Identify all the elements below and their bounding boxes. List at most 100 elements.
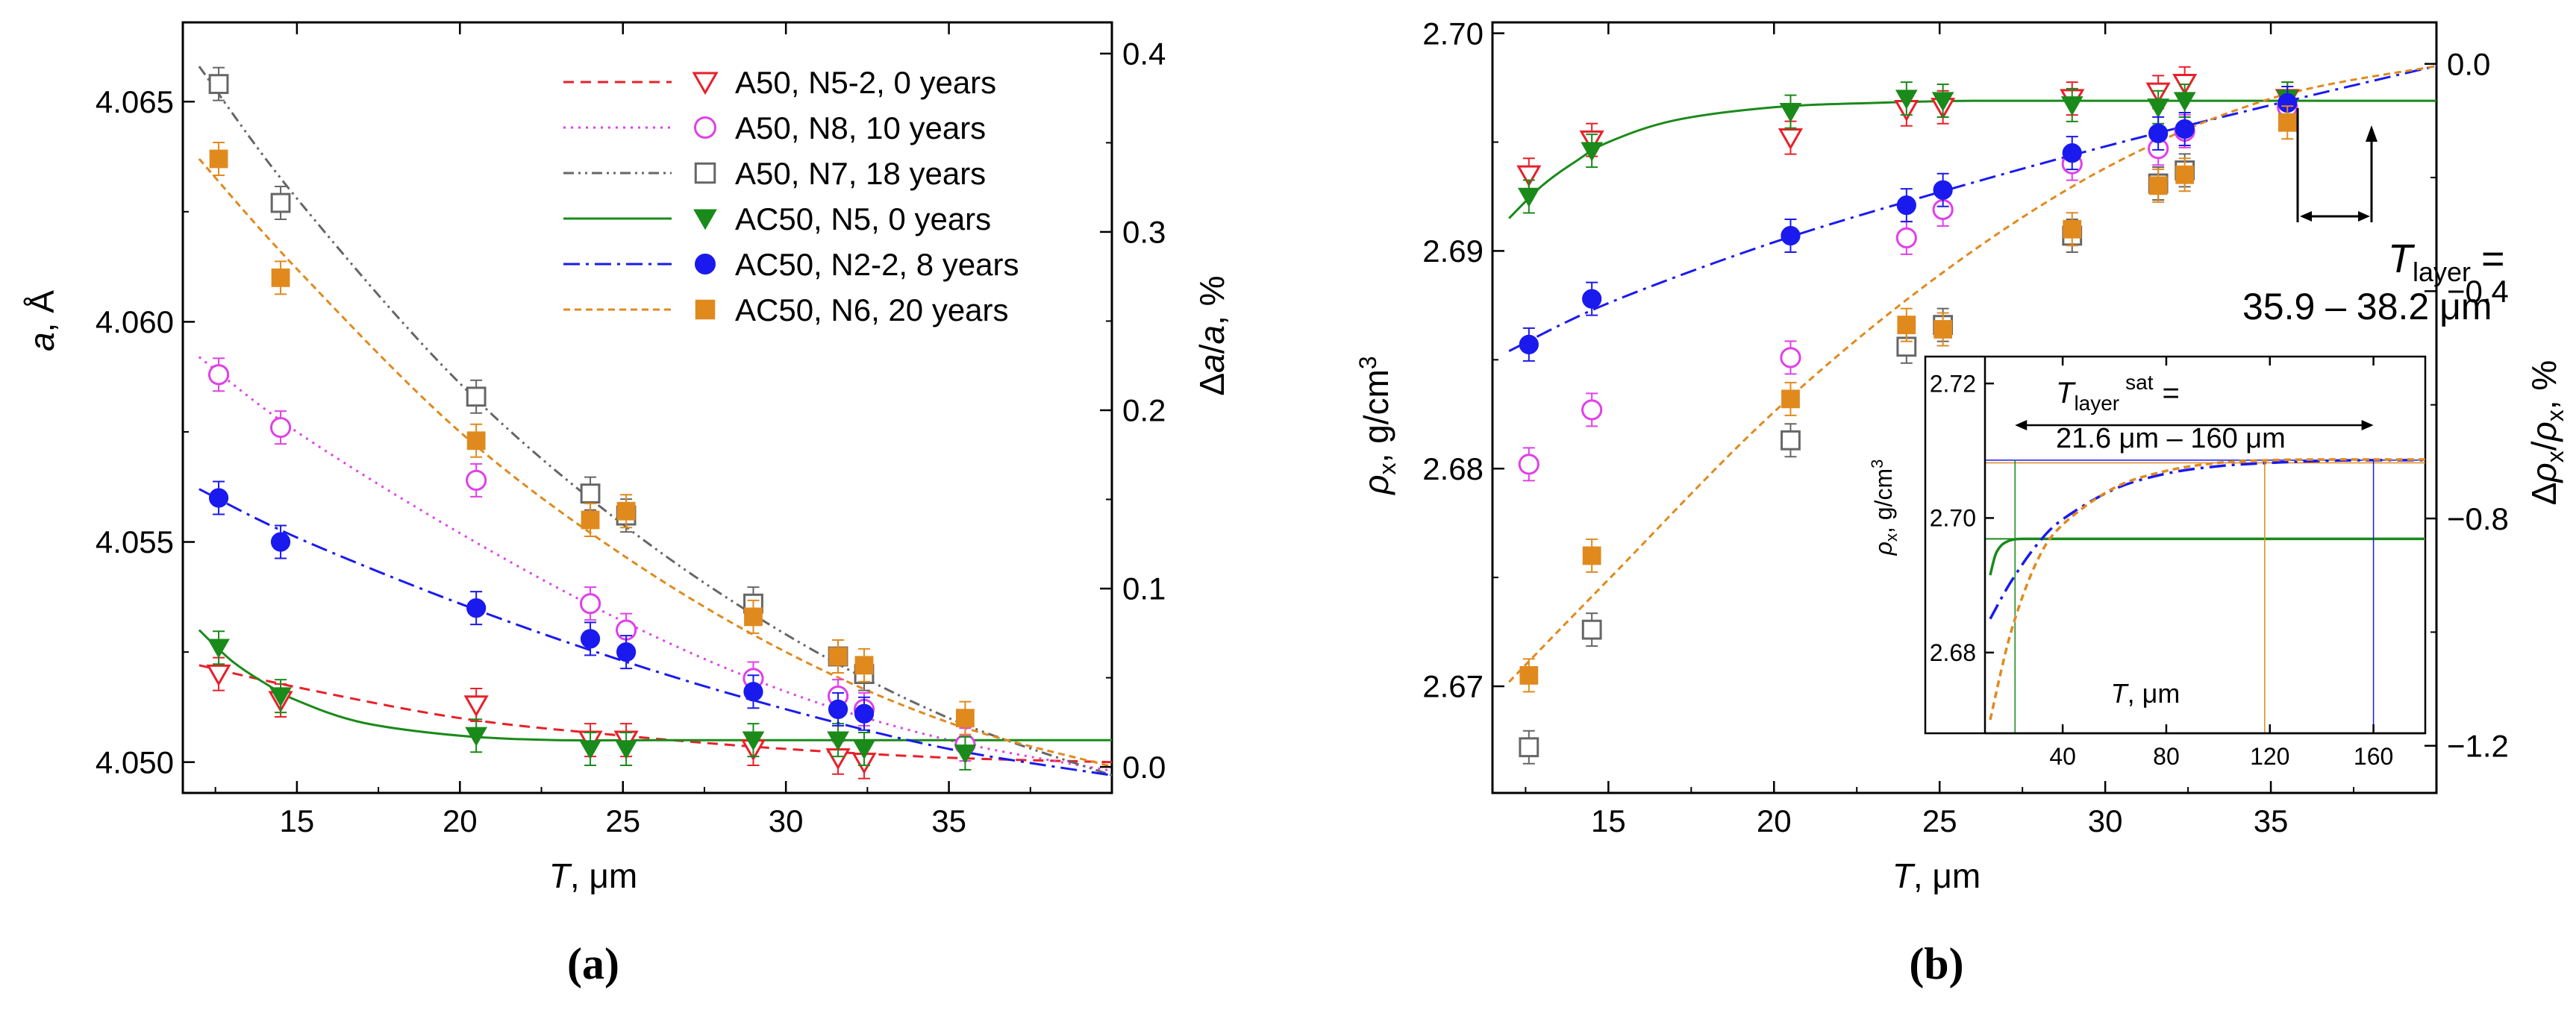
data-point <box>206 664 231 686</box>
panel-b-x-axis-label: T, μm <box>1892 856 1981 895</box>
inset-curve <box>1989 537 2425 576</box>
panel-b: 15 20 25 30 35 2.67 2.68 2.69 2.70 −1.2 −0.8 −0.4… <box>1354 16 2569 988</box>
y-tick-label: 2.72 <box>1930 370 1976 397</box>
data-point <box>827 731 849 751</box>
panel-a-y-axis-right: 0.0 0.1 0.2 0.3 0.4 <box>1100 37 1166 785</box>
panel-b-y2-axis-label: Δρx/ρx, % <box>2525 360 2569 506</box>
y-tick-label: 4.055 <box>96 524 174 559</box>
data-point <box>465 727 488 747</box>
inset-y-axis: 2.68 2.70 2.72 <box>1930 370 1994 666</box>
x-tick-label: 20 <box>1757 803 1792 838</box>
data-point <box>742 731 765 751</box>
panel-a-x-axis-label: T, μm <box>549 856 638 895</box>
x-tick-label: 20 <box>443 803 478 838</box>
y-tick-label: 2.69 <box>1422 233 1484 269</box>
y-tick-label: 4.050 <box>96 744 174 780</box>
panel-b-y-axis-right: −1.2 −0.8 −0.4 0.0 <box>2425 46 2509 763</box>
data-point <box>828 699 848 719</box>
x-tick-label: 15 <box>280 803 315 838</box>
data-point <box>1582 289 1602 309</box>
data-point <box>466 469 487 491</box>
data-point <box>2147 98 2170 119</box>
y-tick-label: 0.2 <box>1122 393 1166 428</box>
fit-line <box>198 66 1113 777</box>
legend-marker <box>694 116 716 139</box>
data-point <box>854 656 874 675</box>
legend-marker <box>693 209 717 230</box>
data-point <box>744 607 763 627</box>
data-point <box>1781 430 1801 451</box>
data-point <box>463 695 489 718</box>
panel-a-y2-axis-label: Δa/a, % <box>1192 275 1231 395</box>
data-point <box>616 642 637 662</box>
fit-line <box>1508 99 2436 219</box>
data-point <box>1517 187 1540 207</box>
inset-x-axis: 40 80 120 160 <box>2049 357 2393 770</box>
data-point <box>1780 347 1801 368</box>
data-point <box>854 703 875 724</box>
legend-label: A50, N5-2, 0 years <box>735 65 996 100</box>
fit-line <box>1508 64 2437 683</box>
data-point <box>1519 737 1539 758</box>
x-tick-label: 120 <box>2250 743 2289 770</box>
panel-a-x-axis: 15 20 25 30 35 <box>214 22 1031 838</box>
data-point <box>208 74 229 95</box>
x-tick-label: 30 <box>769 803 804 838</box>
data-point <box>1897 316 1916 335</box>
panel-a-legend: A50, N5-2, 0 years A50, N8, 10 years A50, … <box>563 65 1019 327</box>
data-point <box>270 192 291 213</box>
data-point <box>954 744 977 765</box>
data-point <box>1896 195 1916 216</box>
y-tick-label: 0.4 <box>1122 37 1166 72</box>
data-point <box>207 364 230 386</box>
fit-line <box>198 629 1112 742</box>
data-point <box>828 647 848 666</box>
inset-background <box>1924 355 2427 735</box>
data-point <box>466 431 486 451</box>
panel-b-plot-frame <box>1491 21 2438 794</box>
data-point <box>580 483 601 504</box>
data-point <box>580 629 601 649</box>
inset-curves <box>1983 357 2426 735</box>
panel-b-y-axis-label: ρx, g/cm3 <box>1354 356 1401 495</box>
data-point <box>209 149 228 169</box>
y-tick-label: 4.065 <box>96 84 174 119</box>
y-tick-label: 0.3 <box>1122 215 1166 250</box>
inset-x-axis-label: T, μm <box>2111 678 2180 709</box>
data-point <box>1781 225 1801 246</box>
data-point <box>579 740 601 760</box>
y-tick-label: 0.0 <box>2447 46 2490 81</box>
panel-a-plot-frame <box>181 21 1113 794</box>
y-tick-label: −1.2 <box>2447 728 2509 763</box>
inset-tsat-value: 21.6 μm – 160 μm <box>2056 423 2286 454</box>
data-point <box>2148 176 2168 195</box>
data-point <box>1519 334 1539 354</box>
inset-sat-arrow-right-head <box>2361 420 2374 430</box>
data-point <box>207 639 230 659</box>
legend-label: AC50, N2-2, 8 years <box>735 247 1019 282</box>
panel-a-y-axis-left: 4.050 4.055 4.060 4.065 <box>96 84 195 780</box>
tlayer-value: 35.9 – 38.2 μm <box>2242 286 2492 327</box>
data-point <box>581 510 600 530</box>
y-tick-label: 2.67 <box>1422 669 1484 704</box>
tlayer-arrow-up-head <box>2366 125 2378 142</box>
data-point <box>270 532 291 552</box>
data-point <box>1518 454 1539 475</box>
tlayer-arrow-left-head <box>2300 211 2312 222</box>
data-point <box>466 386 487 407</box>
data-point <box>1781 389 1800 409</box>
legend-marker <box>695 299 716 320</box>
x-tick-label: 40 <box>2049 743 2076 770</box>
data-point <box>2062 142 2082 163</box>
panel-a-label: (a) <box>567 939 619 988</box>
y-tick-label: 2.70 <box>1422 16 1484 51</box>
data-point <box>615 740 637 760</box>
data-point <box>2175 165 2195 184</box>
data-point <box>2148 123 2169 143</box>
inset-y-axis-label: ρx, g/cm3 <box>1868 460 1901 556</box>
fit-line <box>198 356 1113 772</box>
panel-b-y-axis-left: 2.67 2.68 2.69 2.70 <box>1422 16 1504 704</box>
y-tick-label: 2.68 <box>1422 451 1484 486</box>
